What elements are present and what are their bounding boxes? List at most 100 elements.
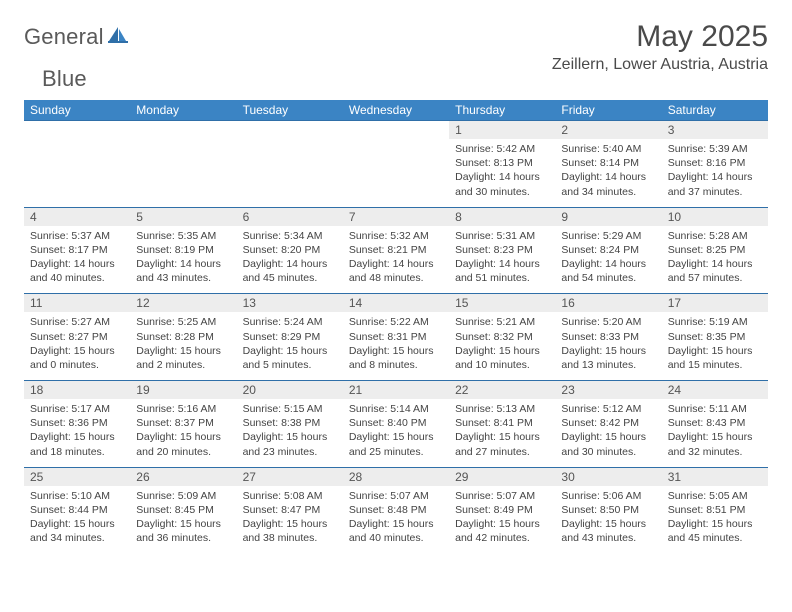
daylight-text: Daylight: 15 hours and 38 minutes. <box>243 517 337 545</box>
day-detail-cell: Sunrise: 5:17 AMSunset: 8:36 PMDaylight:… <box>24 399 130 467</box>
day-detail-cell: Sunrise: 5:16 AMSunset: 8:37 PMDaylight:… <box>130 399 236 467</box>
day-detail-cell: Sunrise: 5:13 AMSunset: 8:41 PMDaylight:… <box>449 399 555 467</box>
sunrise-text: Sunrise: 5:10 AM <box>30 489 124 503</box>
day-number: 28 <box>349 470 362 484</box>
weekday-header: Tuesday <box>237 100 343 121</box>
sunset-text: Sunset: 8:13 PM <box>455 156 549 170</box>
day-number: 14 <box>349 296 362 310</box>
day-detail-cell: Sunrise: 5:10 AMSunset: 8:44 PMDaylight:… <box>24 486 130 554</box>
day-number-row: 18 19 20 21 22 23 24 <box>24 381 768 400</box>
daylight-text: Daylight: 15 hours and 43 minutes. <box>561 517 655 545</box>
weekday-header: Friday <box>555 100 661 121</box>
sunset-text: Sunset: 8:38 PM <box>243 416 337 430</box>
sunset-text: Sunset: 8:16 PM <box>668 156 762 170</box>
daylight-text: Daylight: 14 hours and 34 minutes. <box>561 170 655 198</box>
day-detail-cell: Sunrise: 5:29 AMSunset: 8:24 PMDaylight:… <box>555 226 661 294</box>
day-number-cell: 15 <box>449 294 555 313</box>
sunset-text: Sunset: 8:45 PM <box>136 503 230 517</box>
sunset-text: Sunset: 8:49 PM <box>455 503 549 517</box>
sunset-text: Sunset: 8:40 PM <box>349 416 443 430</box>
sunset-text: Sunset: 8:25 PM <box>668 243 762 257</box>
day-number-cell: 13 <box>237 294 343 313</box>
day-detail-row: Sunrise: 5:10 AMSunset: 8:44 PM Daylight:… <box>24 486 768 554</box>
day-detail-cell: Sunrise: 5:42 AMSunset: 8:13 PMDaylight:… <box>449 139 555 207</box>
day-number-cell: 23 <box>555 381 661 400</box>
day-detail-cell: Sunrise: 5:28 AMSunset: 8:25 PMDaylight:… <box>662 226 768 294</box>
day-number-cell: 25 <box>24 467 130 486</box>
day-number: 25 <box>30 470 43 484</box>
day-detail-cell: Sunrise: 5:15 AMSunset: 8:38 PMDaylight:… <box>237 399 343 467</box>
sunrise-text: Sunrise: 5:09 AM <box>136 489 230 503</box>
sunset-text: Sunset: 8:14 PM <box>561 156 655 170</box>
day-number-cell: 12 <box>130 294 236 313</box>
daylight-text: Daylight: 15 hours and 13 minutes. <box>561 344 655 372</box>
day-number-cell: 7 <box>343 207 449 226</box>
daylight-text: Daylight: 14 hours and 40 minutes. <box>30 257 124 285</box>
sunrise-text: Sunrise: 5:24 AM <box>243 315 337 329</box>
day-number: 9 <box>561 210 568 224</box>
weekday-header: Wednesday <box>343 100 449 121</box>
sunset-text: Sunset: 8:36 PM <box>30 416 124 430</box>
day-number-cell: 3 <box>662 121 768 140</box>
location-subtitle: Zeillern, Lower Austria, Austria <box>552 56 768 74</box>
day-detail-cell: Sunrise: 5:06 AMSunset: 8:50 PMDaylight:… <box>555 486 661 554</box>
title-block: May 2025 Zeillern, Lower Austria, Austri… <box>552 20 768 74</box>
sunset-text: Sunset: 8:19 PM <box>136 243 230 257</box>
sunrise-text: Sunrise: 5:07 AM <box>349 489 443 503</box>
sunset-text: Sunset: 8:24 PM <box>561 243 655 257</box>
daylight-text: Daylight: 14 hours and 51 minutes. <box>455 257 549 285</box>
day-number-cell <box>237 121 343 140</box>
day-detail-cell: Sunrise: 5:08 AMSunset: 8:47 PMDaylight:… <box>237 486 343 554</box>
sunrise-text: Sunrise: 5:21 AM <box>455 315 549 329</box>
day-number: 18 <box>30 383 43 397</box>
sunset-text: Sunset: 8:35 PM <box>668 330 762 344</box>
daylight-text: Daylight: 15 hours and 36 minutes. <box>136 517 230 545</box>
day-detail-cell: Sunrise: 5:35 AMSunset: 8:19 PMDaylight:… <box>130 226 236 294</box>
day-number-cell <box>343 121 449 140</box>
sunset-text: Sunset: 8:48 PM <box>349 503 443 517</box>
daylight-text: Daylight: 14 hours and 54 minutes. <box>561 257 655 285</box>
weekday-header: Saturday <box>662 100 768 121</box>
day-detail-cell: Sunrise: 5:07 AMSunset: 8:49 PMDaylight:… <box>449 486 555 554</box>
sunset-text: Sunset: 8:44 PM <box>30 503 124 517</box>
sunrise-text: Sunrise: 5:35 AM <box>136 229 230 243</box>
sunset-text: Sunset: 8:27 PM <box>30 330 124 344</box>
daylight-text: Daylight: 15 hours and 30 minutes. <box>561 430 655 458</box>
sunset-text: Sunset: 8:41 PM <box>455 416 549 430</box>
day-number-row: 45678910 <box>24 207 768 226</box>
day-number: 21 <box>349 383 362 397</box>
sunrise-text: Sunrise: 5:37 AM <box>30 229 124 243</box>
day-number-cell: 31 <box>662 467 768 486</box>
day-number: 15 <box>455 296 468 310</box>
sunset-text: Sunset: 8:42 PM <box>561 416 655 430</box>
daylight-text: Daylight: 15 hours and 45 minutes. <box>668 517 762 545</box>
day-number: 29 <box>455 470 468 484</box>
day-number-cell: 19 <box>130 381 236 400</box>
day-number: 24 <box>668 383 681 397</box>
day-number-cell: 16 <box>555 294 661 313</box>
day-number: 23 <box>561 383 574 397</box>
calendar-body: 12 3 Sunrise: 5:42 AMSunset: 8:13 PMDaylig… <box>24 121 768 554</box>
sunset-text: Sunset: 8:23 PM <box>455 243 549 257</box>
day-detail-cell: Sunrise: 5:19 AMSunset: 8:35 PMDaylight:… <box>662 312 768 380</box>
day-number-row: 11121314151617 <box>24 294 768 313</box>
day-number-cell: 24 <box>662 381 768 400</box>
day-detail-cell: Sunrise: 5:14 AMSunset: 8:40 PMDaylight:… <box>343 399 449 467</box>
day-number: 12 <box>136 296 149 310</box>
day-number: 5 <box>136 210 143 224</box>
daylight-text: Daylight: 14 hours and 45 minutes. <box>243 257 337 285</box>
day-number-row: 25262728293031 <box>24 467 768 486</box>
sunrise-text: Sunrise: 5:40 AM <box>561 142 655 156</box>
day-number-cell: 22 <box>449 381 555 400</box>
sunset-text: Sunset: 8:20 PM <box>243 243 337 257</box>
day-number: 20 <box>243 383 256 397</box>
day-number-cell: 6 <box>237 207 343 226</box>
day-number-cell: 2 <box>555 121 661 140</box>
sunrise-text: Sunrise: 5:12 AM <box>561 402 655 416</box>
day-number: 27 <box>243 470 256 484</box>
day-detail-cell: Sunrise: 5:40 AMSunset: 8:14 PMDaylight:… <box>555 139 661 207</box>
day-detail-cell: Sunrise: 5:32 AMSunset: 8:21 PMDaylight:… <box>343 226 449 294</box>
day-number: 10 <box>668 210 681 224</box>
day-detail-cell: Sunrise: 5:25 AMSunset: 8:28 PMDaylight:… <box>130 312 236 380</box>
sunrise-text: Sunrise: 5:25 AM <box>136 315 230 329</box>
